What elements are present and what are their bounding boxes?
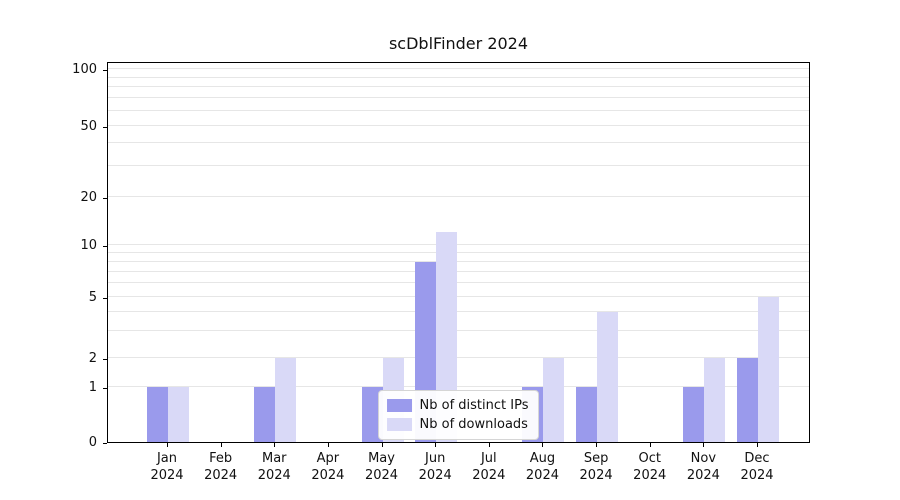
bar-distinct-ips-dec — [737, 358, 758, 442]
x-tick-label: Mar 2024 — [257, 451, 291, 483]
gridline — [108, 164, 809, 166]
x-tick-mark — [649, 443, 651, 447]
bar-downloads-jan — [168, 387, 189, 442]
gridline — [108, 282, 809, 284]
gridline — [108, 244, 809, 245]
y-tick-mark — [103, 198, 107, 199]
x-tick-mark — [274, 443, 276, 447]
x-tick-mark — [327, 443, 329, 447]
bar-downloads-dec — [758, 297, 779, 442]
x-tick-label: Jul 2024 — [472, 451, 506, 483]
y-tick-mark — [103, 443, 107, 444]
x-tick-label: Apr 2024 — [311, 451, 345, 483]
x-tick-mark — [167, 443, 168, 447]
gridline — [108, 110, 809, 112]
x-tick-label: Oct 2024 — [633, 451, 667, 483]
y-tick-label: 2 — [88, 351, 97, 366]
gridline — [108, 196, 809, 197]
bar-distinct-ips-mar — [254, 387, 276, 442]
x-tick-mark — [757, 443, 758, 447]
x-tick-mark — [703, 443, 705, 447]
y-tick-label: 0 — [88, 435, 97, 450]
gridline — [108, 260, 809, 262]
x-tick-mark — [596, 443, 598, 447]
x-tick-label: Feb 2024 — [204, 451, 238, 483]
y-tick-mark — [103, 388, 107, 389]
y-tick-mark — [103, 298, 107, 299]
x-tick-label: Aug 2024 — [525, 451, 559, 483]
legend-label-distinct-ips: Nb of distinct IPs — [419, 398, 529, 413]
bar-downloads-aug — [543, 358, 565, 442]
chart-title: scDblFinder 2024 — [388, 34, 529, 53]
legend-swatch-downloads — [386, 418, 412, 431]
bar-distinct-ips-sep — [576, 387, 598, 442]
bar-downloads-sep — [597, 311, 619, 442]
plot-area: Nb of distinct IPs Nb of downloads — [107, 62, 810, 443]
gridline — [108, 97, 809, 99]
x-tick-label: Jan 2024 — [150, 451, 184, 483]
x-tick-label: Jun 2024 — [418, 451, 452, 483]
legend-swatch-distinct-ips — [386, 399, 412, 412]
gridline — [108, 310, 809, 312]
gridline — [108, 68, 809, 69]
x-tick-mark — [220, 443, 222, 447]
legend-label-downloads: Nb of downloads — [419, 417, 528, 432]
x-tick-label: Nov 2024 — [686, 451, 720, 483]
x-tick-mark — [488, 443, 490, 447]
x-tick-mark — [435, 443, 437, 447]
y-tick-label: 100 — [72, 62, 97, 77]
bar-distinct-ips-may — [361, 387, 383, 442]
y-tick-label: 1 — [88, 380, 97, 395]
x-tick-label: May 2024 — [364, 451, 399, 483]
x-tick-label: Sep 2024 — [579, 451, 613, 483]
gridline — [108, 296, 809, 297]
y-tick-mark — [103, 359, 107, 360]
gridline — [108, 142, 809, 144]
y-tick-label: 10 — [80, 238, 97, 253]
legend-item-downloads: Nb of downloads — [386, 415, 529, 434]
gridline — [108, 270, 809, 272]
gridline — [108, 76, 809, 78]
bar-downloads-nov — [704, 358, 726, 442]
legend: Nb of distinct IPs Nb of downloads — [377, 390, 540, 440]
bar-distinct-ips-nov — [683, 387, 705, 442]
y-tick-label: 50 — [80, 119, 97, 134]
x-tick-label: Dec 2024 — [740, 451, 774, 483]
x-tick-mark — [542, 443, 544, 447]
gridline — [108, 125, 809, 126]
gridline — [108, 357, 809, 358]
gridline — [108, 330, 809, 332]
bar-downloads-mar — [275, 358, 297, 442]
gridline — [108, 86, 809, 88]
bar-downloads-jun — [436, 232, 458, 442]
x-tick-mark — [381, 443, 383, 447]
bar-distinct-ips-jan — [147, 387, 168, 442]
y-tick-mark — [103, 70, 107, 71]
y-tick-mark — [103, 127, 107, 128]
y-tick-label: 5 — [88, 290, 97, 305]
y-tick-label: 20 — [80, 190, 97, 205]
y-tick-mark — [103, 246, 107, 247]
legend-item-distinct-ips: Nb of distinct IPs — [386, 396, 529, 415]
gridline — [108, 386, 809, 387]
gridline — [108, 251, 809, 253]
